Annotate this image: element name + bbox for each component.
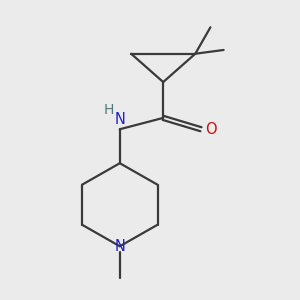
Text: H: H xyxy=(104,103,114,117)
Text: N: N xyxy=(114,239,125,254)
Text: O: O xyxy=(206,122,217,137)
Text: N: N xyxy=(114,112,125,128)
